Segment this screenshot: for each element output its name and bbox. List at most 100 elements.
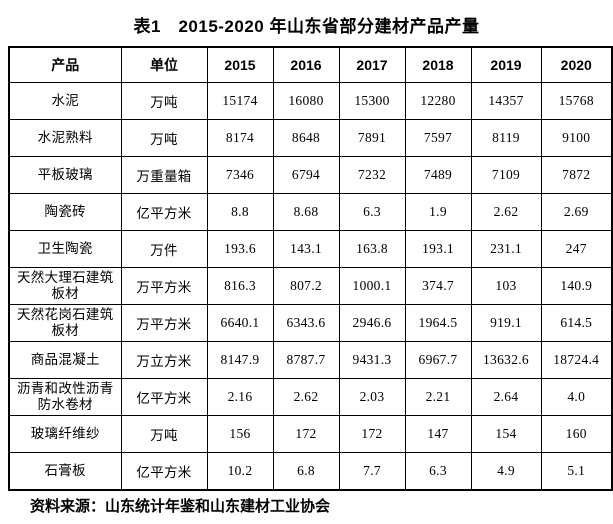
header-year-2017: 2017	[338, 46, 406, 83]
value-cell: 1000.1	[338, 267, 406, 305]
product-cell: 水泥	[8, 82, 122, 120]
value-cell: 4.9	[470, 452, 542, 491]
value-cell: 9431.3	[338, 341, 406, 379]
table-row: 商品混凝土 万立方米 8147.9 8787.7 9431.3 6967.7 1…	[8, 341, 613, 379]
unit-cell: 万重量箱	[120, 156, 208, 194]
product-cell: 平板玻璃	[8, 156, 122, 194]
value-cell: 1.9	[404, 193, 472, 231]
value-cell: 6794	[272, 156, 340, 194]
value-cell: 172	[272, 415, 340, 453]
value-cell: 156	[206, 415, 274, 453]
value-cell: 154	[470, 415, 542, 453]
table-title: 表1 2015-2020 年山东省部分建材产品产量	[133, 17, 480, 36]
unit-cell: 亿平方米	[120, 378, 208, 416]
value-cell: 807.2	[272, 267, 340, 305]
value-cell: 7891	[338, 119, 406, 157]
table-row: 水泥熟料 万吨 8174 8648 7891 7597 8119 9100	[8, 119, 613, 157]
production-table: 产品 单位 2015 2016 2017 2018 2019 2020 水泥 万…	[8, 46, 613, 491]
value-cell: 6.3	[338, 193, 406, 231]
header-year-2019: 2019	[470, 46, 542, 83]
value-cell: 16080	[272, 82, 340, 120]
value-cell: 163.8	[338, 230, 406, 268]
value-cell: 8648	[272, 119, 340, 157]
product-cell: 沥青和改性沥青防水卷材	[8, 378, 122, 416]
value-cell: 9100	[540, 119, 613, 157]
value-cell: 2.62	[470, 193, 542, 231]
unit-cell: 万平方米	[120, 304, 208, 342]
product-cell: 陶瓷砖	[8, 193, 122, 231]
value-cell: 10.2	[206, 452, 274, 491]
value-cell: 2.69	[540, 193, 613, 231]
header-year-2020: 2020	[540, 46, 613, 83]
value-cell: 8174	[206, 119, 274, 157]
value-cell: 247	[540, 230, 613, 268]
header-unit: 单位	[120, 46, 208, 83]
value-cell: 614.5	[540, 304, 613, 342]
value-cell: 6640.1	[206, 304, 274, 342]
header-year-2016: 2016	[272, 46, 340, 83]
value-cell: 193.1	[404, 230, 472, 268]
table-row: 石膏板 亿平方米 10.2 6.8 7.7 6.3 4.9 5.1	[8, 452, 613, 491]
header-row: 产品 单位 2015 2016 2017 2018 2019 2020	[8, 46, 613, 83]
value-cell: 15300	[338, 82, 406, 120]
value-cell: 5.1	[540, 452, 613, 491]
value-cell: 7.7	[338, 452, 406, 491]
value-cell: 6967.7	[404, 341, 472, 379]
value-cell: 816.3	[206, 267, 274, 305]
value-cell: 8147.9	[206, 341, 274, 379]
value-cell: 2946.6	[338, 304, 406, 342]
table-row: 天然花岗石建筑板材 万平方米 6640.1 6343.6 2946.6 1964…	[8, 304, 613, 342]
unit-cell: 亿平方米	[120, 193, 208, 231]
value-cell: 12280	[404, 82, 472, 120]
value-cell: 919.1	[470, 304, 542, 342]
value-cell: 6343.6	[272, 304, 340, 342]
table-row: 天然大理石建筑板材 万平方米 816.3 807.2 1000.1 374.7 …	[8, 267, 613, 305]
product-cell: 天然大理石建筑板材	[8, 267, 122, 305]
unit-cell: 万吨	[120, 119, 208, 157]
value-cell: 140.9	[540, 267, 613, 305]
product-cell: 天然花岗石建筑板材	[8, 304, 122, 342]
table-row: 玻璃纤维纱 万吨 156 172 172 147 154 160	[8, 415, 613, 453]
unit-cell: 万吨	[120, 415, 208, 453]
value-cell: 15768	[540, 82, 613, 120]
table-row: 平板玻璃 万重量箱 7346 6794 7232 7489 7109 7872	[8, 156, 613, 194]
value-cell: 15174	[206, 82, 274, 120]
header-year-2018: 2018	[404, 46, 472, 83]
value-cell: 103	[470, 267, 542, 305]
value-cell: 7872	[540, 156, 613, 194]
value-cell: 7489	[404, 156, 472, 194]
table-row: 陶瓷砖 亿平方米 8.8 8.68 6.3 1.9 2.62 2.69	[8, 193, 613, 231]
unit-cell: 万平方米	[120, 267, 208, 305]
value-cell: 160	[540, 415, 613, 453]
product-cell: 玻璃纤维纱	[8, 415, 122, 453]
value-cell: 147	[404, 415, 472, 453]
header-year-2015: 2015	[206, 46, 274, 83]
table-row: 卫生陶瓷 万件 193.6 143.1 163.8 193.1 231.1 24…	[8, 230, 613, 268]
table-row: 水泥 万吨 15174 16080 15300 12280 14357 1576…	[8, 82, 613, 120]
value-cell: 374.7	[404, 267, 472, 305]
value-cell: 2.03	[338, 378, 406, 416]
value-cell: 8.68	[272, 193, 340, 231]
value-cell: 2.16	[206, 378, 274, 416]
value-cell: 172	[338, 415, 406, 453]
value-cell: 8787.7	[272, 341, 340, 379]
value-cell: 4.0	[540, 378, 613, 416]
value-cell: 143.1	[272, 230, 340, 268]
value-cell: 18724.4	[540, 341, 613, 379]
value-cell: 14357	[470, 82, 542, 120]
product-cell: 卫生陶瓷	[8, 230, 122, 268]
unit-cell: 万吨	[120, 82, 208, 120]
unit-cell: 万立方米	[120, 341, 208, 379]
product-cell: 石膏板	[8, 452, 122, 491]
value-cell: 6.3	[404, 452, 472, 491]
value-cell: 231.1	[470, 230, 542, 268]
value-cell: 193.6	[206, 230, 274, 268]
value-cell: 7109	[470, 156, 542, 194]
header-product: 产品	[8, 46, 122, 83]
value-cell: 13632.6	[470, 341, 542, 379]
value-cell: 6.8	[272, 452, 340, 491]
value-cell: 2.64	[470, 378, 542, 416]
value-cell: 8119	[470, 119, 542, 157]
product-cell: 商品混凝土	[8, 341, 122, 379]
